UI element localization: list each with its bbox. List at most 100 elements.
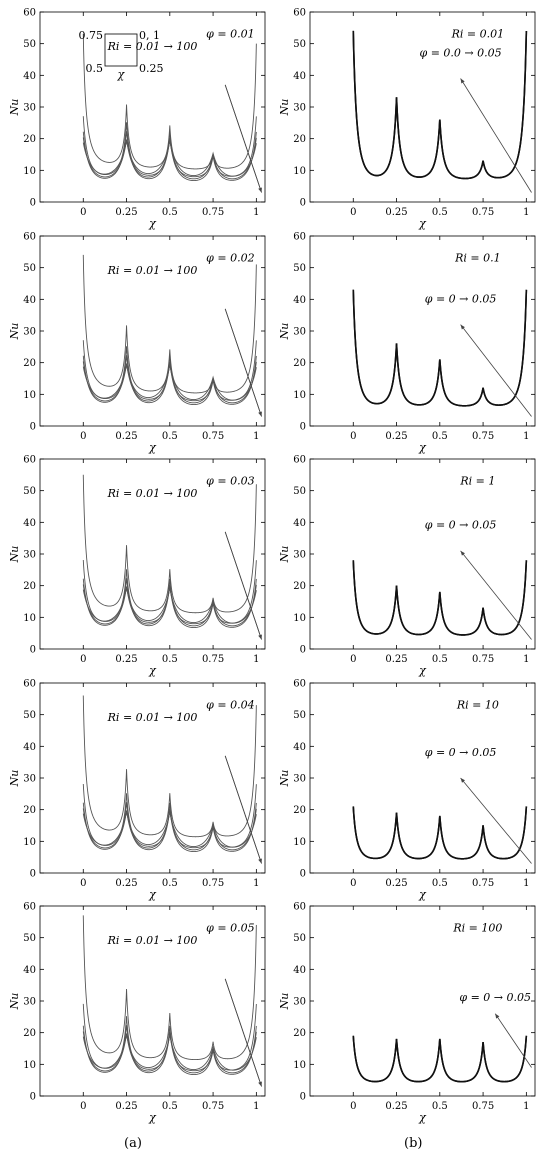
y-tick-label: 20 xyxy=(23,358,36,369)
chart-b1: 0 10 20 30 40 50 60 0 0.25 0.5 0.75 1 χ Nu Ri = 0.01 φ … xyxy=(278,8,536,230)
y-tick-label: 30 xyxy=(23,327,36,338)
x-tick-label: 0.5 xyxy=(432,878,448,889)
series-line-ri-1 xyxy=(82,340,257,402)
x-axis-label: χ xyxy=(418,441,427,454)
y-tick-label: 20 xyxy=(293,134,306,145)
y-tick-label: 50 xyxy=(23,39,36,50)
x-tick-label: 0.25 xyxy=(115,654,137,665)
annotation-arrow-line-a xyxy=(224,978,262,1087)
y-tick-label: 50 xyxy=(293,486,306,497)
annotation-arrow-line-a xyxy=(224,308,262,417)
y-tick-label: 0 xyxy=(300,645,306,656)
y-tick-label: 50 xyxy=(293,263,306,274)
series-line--0 xyxy=(352,289,528,407)
x-axis-label: χ xyxy=(418,664,427,677)
x-tick-label: 1 xyxy=(253,431,259,442)
x-axis-label: χ xyxy=(148,1111,157,1124)
param-annotation: Ri = 100 xyxy=(452,921,502,934)
y-tick-label: 0 xyxy=(30,422,36,433)
series-line-ri-4 xyxy=(82,587,257,624)
series-line-ri-2 xyxy=(82,802,257,853)
series-line-ri-1 xyxy=(82,559,257,625)
y-tick-label: 10 xyxy=(293,837,306,848)
x-tick-label: 0.25 xyxy=(385,654,407,665)
annotation-arrow-head xyxy=(495,1013,500,1019)
arrow-annotation: φ = 0 → 0.05 xyxy=(425,519,497,532)
y-tick-label: 30 xyxy=(293,997,306,1008)
y-tick-label: 20 xyxy=(293,581,306,592)
x-tick-label: 0.5 xyxy=(432,431,448,442)
y-tick-label: 10 xyxy=(23,166,36,177)
annotation-arrow-head xyxy=(460,778,466,783)
x-tick-label: 1 xyxy=(523,207,529,218)
y-tick-label: 0 xyxy=(300,869,306,880)
x-tick-label: 0 xyxy=(80,207,86,218)
x-tick-label: 0 xyxy=(350,654,356,665)
y-tick-label: 50 xyxy=(293,933,306,944)
chart-a3: 0 10 20 30 40 50 60 0 0.25 0.5 0.75 1 χ Nu φ = 0.03 Ri … xyxy=(8,455,266,677)
y-tick-label: 40 xyxy=(293,71,306,82)
annotation-arrow-line-a xyxy=(224,755,262,864)
series-line-ri-2 xyxy=(82,578,257,629)
arrow-annotation: φ = 0 → 0.05 xyxy=(425,746,497,759)
column-label-a: (a) xyxy=(124,1136,142,1151)
x-tick-label: 0.25 xyxy=(385,1101,407,1112)
y-axis-label: Nu xyxy=(8,770,21,788)
chart-a2: 0 10 20 30 40 50 60 0 0.25 0.5 0.75 1 χ Nu φ = 0.02 Ri … xyxy=(8,232,266,454)
arrow-annotation: Ri = 0.01 → 100 xyxy=(107,934,198,947)
series-line-ri-4 xyxy=(82,1034,257,1071)
x-tick-label: 0.5 xyxy=(162,1101,178,1112)
series-line-ri-3 xyxy=(82,808,257,851)
y-tick-label: 10 xyxy=(23,837,36,848)
series-line-ri-3 xyxy=(82,584,257,627)
y-axis-label: Nu xyxy=(8,993,21,1011)
y-tick-label: 40 xyxy=(293,518,306,529)
y-tick-label: 50 xyxy=(23,486,36,497)
x-tick-label: 0.5 xyxy=(162,878,178,889)
arrow-annotation: φ = 0 → 0.05 xyxy=(459,991,531,1004)
series-line-ri-2 xyxy=(82,131,257,182)
x-tick-label: 0.25 xyxy=(385,878,407,889)
x-tick-label: 0.5 xyxy=(162,431,178,442)
y-axis-label: Nu xyxy=(278,99,291,117)
param-annotation: φ = 0.03 xyxy=(206,474,254,487)
x-tick-label: 0.25 xyxy=(115,878,137,889)
y-tick-label: 0 xyxy=(30,869,36,880)
x-axis-label: χ xyxy=(148,664,157,677)
y-tick-label: 50 xyxy=(23,710,36,721)
y-axis-label: Nu xyxy=(8,99,21,117)
arrow-annotation: Ri = 0.01 → 100 xyxy=(107,40,198,53)
chart-b3: 0 10 20 30 40 50 60 0 0.25 0.5 0.75 1 χ Nu Ri = 1 φ = 0… xyxy=(278,455,536,677)
y-tick-label: 10 xyxy=(293,613,306,624)
y-tick-label: 40 xyxy=(293,965,306,976)
y-axis-label: Nu xyxy=(8,323,21,341)
x-tick-label: 0.75 xyxy=(472,207,494,218)
chart-a1: 0 10 20 30 40 50 60 0 0.25 0.5 0.75 1 χ Nu φ = 0.01 Ri … xyxy=(8,8,266,230)
y-tick-label: 30 xyxy=(293,103,306,114)
series-line-ri-0 xyxy=(82,254,257,394)
y-tick-label: 60 xyxy=(23,455,36,466)
y-tick-label: 10 xyxy=(23,390,36,401)
series-line-ri-3 xyxy=(82,137,257,180)
plot-frame xyxy=(309,11,536,203)
x-tick-label: 0.5 xyxy=(432,207,448,218)
param-annotation: φ = 0.02 xyxy=(206,251,254,264)
x-axis-label: χ xyxy=(148,217,157,230)
y-tick-label: 20 xyxy=(293,1028,306,1039)
x-tick-label: 1 xyxy=(523,878,529,889)
y-tick-label: 10 xyxy=(293,166,306,177)
y-axis-label: Nu xyxy=(278,323,291,341)
annotation-arrow-head xyxy=(258,187,262,193)
x-tick-label: 1 xyxy=(523,654,529,665)
x-tick-label: 0 xyxy=(350,878,356,889)
arrow-annotation: φ = 0.0 → 0.05 xyxy=(420,46,502,59)
series-line--1 xyxy=(352,806,528,860)
annotation-arrow-head xyxy=(460,324,465,330)
y-tick-label: 60 xyxy=(293,679,306,690)
series-line-ri-4 xyxy=(82,364,257,401)
annotation-arrow-line xyxy=(460,324,532,417)
y-tick-label: 60 xyxy=(293,455,306,466)
annotation-arrow-line xyxy=(460,550,532,640)
y-tick-label: 40 xyxy=(23,965,36,976)
x-tick-label: 0.75 xyxy=(472,878,494,889)
